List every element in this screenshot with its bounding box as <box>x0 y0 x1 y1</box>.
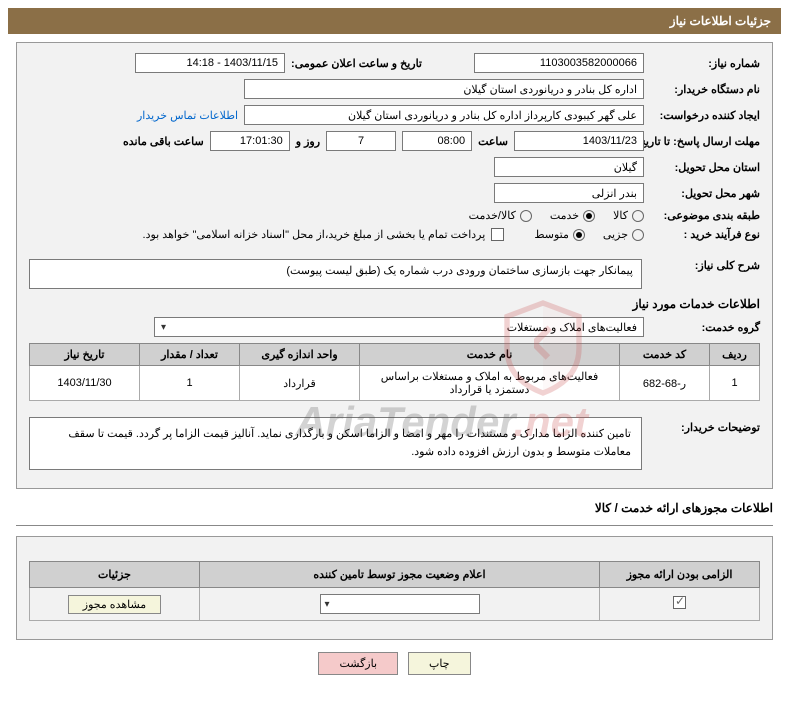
services-table: ردیف کد خدمت نام خدمت واحد اندازه گیری ت… <box>29 343 760 401</box>
radio-partial[interactable]: جزیی <box>603 228 644 241</box>
back-button[interactable]: بازگشت <box>318 652 398 675</box>
process-radio-group: جزیی متوسط <box>534 228 644 241</box>
radio-both[interactable]: کالا/خدمت <box>469 209 532 222</box>
chevron-down-icon: ▾ <box>325 599 330 610</box>
process-label: نوع فرآیند خرید : <box>650 228 760 241</box>
need-desc-box: پیمانکار جهت بازسازی ساختمان ورودی درب ش… <box>29 259 642 289</box>
col-row: ردیف <box>710 344 760 366</box>
col-qty: تعداد / مقدار <box>140 344 240 366</box>
announce-date-label: تاریخ و ساعت اعلان عمومی: <box>291 57 422 70</box>
col-date: تاریخ نیاز <box>30 344 140 366</box>
radio-dot-icon <box>632 229 644 241</box>
services-info-label: اطلاعات خدمات مورد نیاز <box>29 297 760 311</box>
deadline-time-field: 08:00 <box>402 131 472 151</box>
time-label: ساعت <box>478 135 508 148</box>
remain-time-field: 17:01:30 <box>210 131 290 151</box>
permits-section-title: اطلاعات مجوزهای ارائه خدمت / کالا <box>16 501 773 515</box>
buyer-org-field: اداره کل بنادر و دریانوردی استان گیلان <box>244 79 644 99</box>
need-number-label: شماره نیاز: <box>650 57 760 70</box>
buyer-notes-label: توضیحات خریدار: <box>650 409 760 434</box>
col-mandatory: الزامی بودن ارائه مجوز <box>600 562 760 588</box>
radio-goods[interactable]: کالا <box>613 209 644 222</box>
col-details: جزئیات <box>30 562 200 588</box>
category-label: طبقه بندی موضوعی: <box>650 209 760 222</box>
deadline-label: مهلت ارسال پاسخ: تا تاریخ: <box>650 135 760 148</box>
radio-dot-icon <box>632 210 644 222</box>
days-field: 7 <box>326 131 396 151</box>
contact-link[interactable]: اطلاعات تماس خریدار <box>137 109 238 122</box>
buyer-notes-box: تامین کننده الزاما مدارک و مستندات را مه… <box>29 417 642 470</box>
main-panel: شماره نیاز: 1103003582000066 تاریخ و ساع… <box>16 42 773 489</box>
col-code: کد خدمت <box>620 344 710 366</box>
radio-dot-icon <box>583 210 595 222</box>
service-group-label: گروه خدمت: <box>650 321 760 334</box>
need-desc-label: شرح کلی نیاز: <box>650 259 760 272</box>
city-label: شهر محل تحویل: <box>650 187 760 200</box>
category-radio-group: کالا خدمت کالا/خدمت <box>469 209 644 222</box>
payment-checkbox[interactable] <box>491 228 504 241</box>
chevron-down-icon: ▾ <box>161 322 166 333</box>
province-label: استان محل تحویل: <box>650 161 760 174</box>
requester-label: ایجاد کننده درخواست: <box>650 109 760 122</box>
page-title: جزئیات اطلاعات نیاز <box>670 14 771 28</box>
requester-field: علی گهر کیبودی کارپرداز اداره کل بنادر و… <box>244 105 644 125</box>
deadline-date-field: 1403/11/23 <box>514 131 644 151</box>
radio-medium[interactable]: متوسط <box>534 228 585 241</box>
days-label: روز و <box>296 135 320 148</box>
print-button[interactable]: چاپ <box>408 652 471 675</box>
city-field: بندر انزلی <box>494 183 644 203</box>
divider <box>16 525 773 526</box>
radio-dot-icon <box>520 210 532 222</box>
status-dropdown[interactable]: ▾ <box>320 594 480 614</box>
need-number-field: 1103003582000066 <box>474 53 644 73</box>
col-unit: واحد اندازه گیری <box>240 344 360 366</box>
remain-label: ساعت باقی مانده <box>123 135 204 148</box>
service-group-select[interactable]: فعالیت‌های املاک و مستغلات ▾ <box>154 317 644 337</box>
bottom-buttons: چاپ بازگشت <box>8 652 781 675</box>
col-name: نام خدمت <box>360 344 620 366</box>
buyer-org-label: نام دستگاه خریدار: <box>650 83 760 96</box>
permits-panel: الزامی بودن ارائه مجوز اعلام وضعیت مجوز … <box>16 536 773 640</box>
table-row: 1 ر-68-682 فعالیت‌های مربوط به املاک و م… <box>30 366 760 401</box>
radio-dot-icon <box>573 229 585 241</box>
mandatory-checkbox[interactable] <box>673 596 686 609</box>
permits-table: الزامی بودن ارائه مجوز اعلام وضعیت مجوز … <box>29 561 760 621</box>
view-permit-button[interactable]: مشاهده مجوز <box>68 595 161 614</box>
province-field: گیلان <box>494 157 644 177</box>
radio-service[interactable]: خدمت <box>550 209 595 222</box>
col-status: اعلام وضعیت مجوز توسط تامین کننده <box>200 562 600 588</box>
page-title-bar: جزئیات اطلاعات نیاز <box>8 8 781 34</box>
payment-note: پرداخت تمام یا بخشی از مبلغ خرید،از محل … <box>143 228 486 241</box>
announce-date-field: 1403/11/15 - 14:18 <box>135 53 285 73</box>
table-row: ▾ مشاهده مجوز <box>30 588 760 621</box>
